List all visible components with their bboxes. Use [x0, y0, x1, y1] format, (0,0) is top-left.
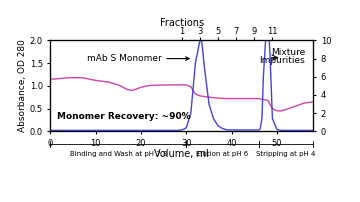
- Text: mAb S Monomer: mAb S Monomer: [87, 54, 189, 63]
- Text: Monomer Recovery: ~90%: Monomer Recovery: ~90%: [57, 112, 191, 121]
- Text: Binding and Wash at pH 7.8: Binding and Wash at pH 7.8: [69, 151, 167, 157]
- X-axis label: Fractions: Fractions: [160, 18, 204, 28]
- Text: Impurities: Impurities: [260, 56, 305, 65]
- X-axis label: Volume, ml: Volume, ml: [154, 149, 209, 159]
- Y-axis label: Absorbance, OD 280: Absorbance, OD 280: [18, 39, 27, 132]
- Text: Mixture: Mixture: [271, 48, 305, 57]
- Text: Elution at pH 6: Elution at pH 6: [197, 151, 249, 157]
- Text: Stripping at pH 4: Stripping at pH 4: [256, 151, 316, 157]
